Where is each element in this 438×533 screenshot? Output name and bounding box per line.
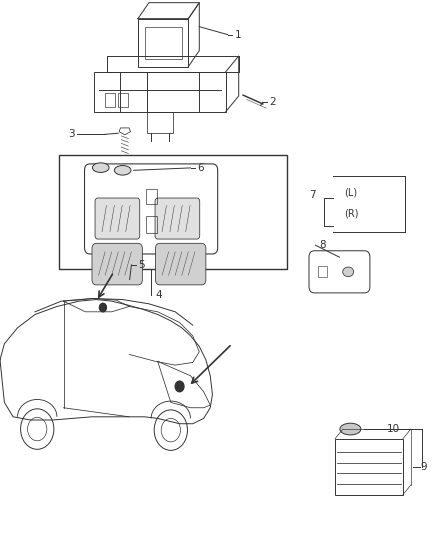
Text: 10: 10 [386,424,399,434]
Ellipse shape [340,423,361,435]
Ellipse shape [114,165,131,175]
Text: 8: 8 [320,240,326,250]
Bar [335,439,403,495]
Bar [59,155,287,269]
Bar [147,112,173,133]
Text: 3: 3 [68,130,74,139]
Ellipse shape [343,267,354,277]
Text: 6: 6 [197,163,204,173]
Text: 9: 9 [420,462,427,472]
FancyBboxPatch shape [155,243,206,285]
Ellipse shape [92,163,109,173]
FancyBboxPatch shape [92,243,142,285]
Polygon shape [0,300,212,424]
Bar [146,189,157,204]
Bar [146,216,157,233]
Text: 2: 2 [269,98,276,107]
Text: 7: 7 [309,190,315,200]
Text: 4: 4 [155,290,162,300]
Text: (L): (L) [344,188,357,198]
Circle shape [99,303,106,312]
FancyBboxPatch shape [155,198,200,239]
Bar [118,93,128,107]
Bar [105,93,115,107]
Bar [318,266,328,277]
Circle shape [175,381,184,392]
FancyBboxPatch shape [95,198,140,239]
Text: (R): (R) [344,208,358,219]
Text: 5: 5 [138,260,145,270]
Text: 1: 1 [234,30,241,39]
